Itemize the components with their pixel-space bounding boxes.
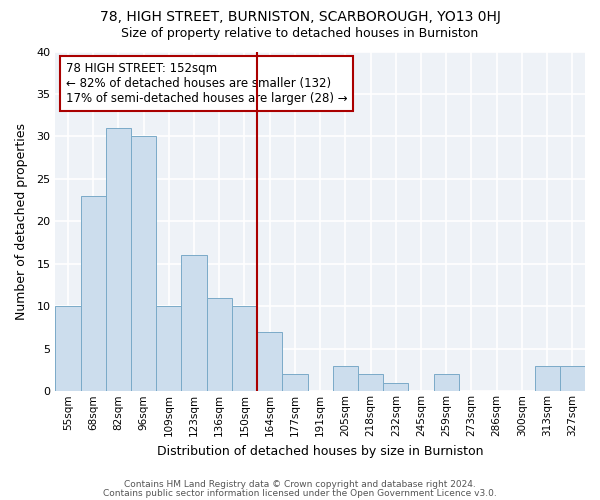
Bar — [257, 332, 283, 392]
Text: Size of property relative to detached houses in Burniston: Size of property relative to detached ho… — [121, 28, 479, 40]
Bar — [206, 298, 232, 392]
Bar — [535, 366, 560, 392]
Bar — [156, 306, 181, 392]
Text: 78 HIGH STREET: 152sqm
← 82% of detached houses are smaller (132)
17% of semi-de: 78 HIGH STREET: 152sqm ← 82% of detached… — [66, 62, 347, 104]
X-axis label: Distribution of detached houses by size in Burniston: Distribution of detached houses by size … — [157, 444, 484, 458]
Bar — [181, 256, 206, 392]
Bar — [383, 383, 409, 392]
Bar — [80, 196, 106, 392]
Text: Contains HM Land Registry data © Crown copyright and database right 2024.: Contains HM Land Registry data © Crown c… — [124, 480, 476, 489]
Text: Contains public sector information licensed under the Open Government Licence v3: Contains public sector information licen… — [103, 488, 497, 498]
Bar — [560, 366, 585, 392]
Bar — [131, 136, 156, 392]
Bar — [434, 374, 459, 392]
Bar — [283, 374, 308, 392]
Bar — [106, 128, 131, 392]
Bar — [232, 306, 257, 392]
Bar — [55, 306, 80, 392]
Bar — [333, 366, 358, 392]
Bar — [358, 374, 383, 392]
Y-axis label: Number of detached properties: Number of detached properties — [15, 123, 28, 320]
Text: 78, HIGH STREET, BURNISTON, SCARBOROUGH, YO13 0HJ: 78, HIGH STREET, BURNISTON, SCARBOROUGH,… — [100, 10, 500, 24]
